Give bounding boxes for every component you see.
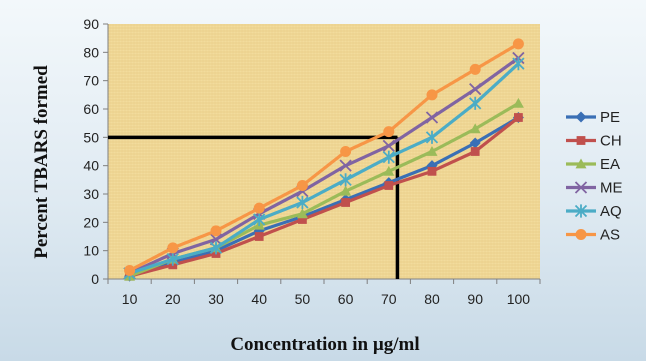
data-point-as (469, 63, 481, 75)
data-point-aq (209, 241, 223, 255)
data-point-aq (253, 212, 266, 227)
series-layer (123, 38, 525, 282)
data-point-aq (512, 57, 525, 71)
y-tick-label: 10 (83, 243, 99, 259)
data-point-pe (469, 137, 481, 149)
data-point-as (210, 225, 222, 237)
legend-marker-me (574, 181, 588, 194)
data-point-as (167, 242, 179, 254)
series-aq (123, 57, 525, 280)
legend-marker-aq (574, 204, 588, 218)
data-point-ch (470, 147, 480, 156)
legend-label-pe: PE (600, 109, 620, 126)
x-tick-label: 20 (165, 291, 181, 307)
legend-marker-as (575, 229, 587, 240)
x-tick-label: 80 (424, 291, 440, 307)
y-axis-title: Percent TBARS formed (31, 65, 52, 259)
x-tick-label: 100 (507, 291, 531, 307)
legend-item-as: AS (566, 227, 620, 244)
legend-item-aq: AQ (566, 203, 622, 220)
data-point-as (383, 126, 395, 138)
x-axis-title: Concentration in µg/ml (230, 334, 420, 355)
legend-label-ch: CH (600, 133, 622, 150)
y-axis-title-wrap: Percent TBARS formed (22, 22, 62, 302)
y-tick-label: 30 (83, 186, 99, 202)
data-point-ch (341, 198, 350, 207)
series-as (124, 38, 524, 276)
x-tick-label: 30 (208, 291, 224, 307)
series-line-me (128, 56, 520, 275)
data-point-ea (383, 165, 395, 176)
data-point-me (425, 111, 439, 124)
y-tick-label: 0 (91, 271, 99, 287)
series-line-ch (129, 116, 520, 278)
y-tick-label: 50 (83, 129, 99, 145)
legend-item-ch: CH (566, 133, 622, 150)
x-tick-label: 50 (295, 291, 311, 307)
data-point-me (339, 159, 352, 172)
data-point-ch (514, 113, 523, 122)
data-point-as (253, 202, 265, 214)
legend-item-pe: PE (566, 109, 620, 126)
data-point-ea (340, 185, 352, 196)
series-line-as (128, 42, 520, 272)
data-point-as (124, 265, 136, 276)
y-tick-label: 20 (83, 214, 99, 230)
data-point-aq (339, 173, 352, 187)
legend-item-ea: EA (566, 156, 620, 173)
data-point-aq (382, 150, 395, 164)
x-tick-label: 90 (467, 291, 483, 307)
data-point-me (469, 83, 482, 96)
legend-item-me: ME (566, 180, 623, 197)
legend-label-me: ME (600, 180, 623, 197)
x-tick-label: 40 (251, 291, 267, 307)
x-tick-label: 10 (122, 291, 138, 307)
x-tick-label: 70 (381, 291, 397, 307)
data-point-ch (384, 181, 394, 190)
y-tick-label: 90 (83, 16, 99, 32)
legend-marker-pe (575, 111, 587, 123)
data-point-aq (425, 130, 439, 144)
data-point-aq (296, 195, 309, 210)
legend-label-as: AS (600, 227, 620, 244)
data-point-aq (469, 96, 482, 110)
data-point-ea (512, 97, 524, 108)
data-point-aq (166, 252, 179, 266)
series-line-aq (129, 62, 520, 275)
legend-marker-ea (575, 158, 587, 169)
axes: 0 10 20 30 40 50 60 70 80 90 10 20 30 40 50 60 70 80 90 100 (83, 16, 541, 307)
legend-marker-ch (576, 136, 586, 145)
legend-label-ea: EA (600, 156, 620, 173)
data-point-ea (426, 146, 438, 156)
data-point-me (382, 139, 395, 152)
series-line-pe (129, 116, 520, 278)
data-point-ea (296, 208, 308, 219)
y-tick-label: 60 (83, 101, 99, 117)
y-tick-label: 70 (83, 73, 99, 89)
data-point-ch (298, 215, 307, 224)
data-point-ea (469, 123, 481, 134)
plot-area (108, 24, 540, 279)
data-point-as (296, 180, 308, 191)
y-tick-label: 40 (83, 158, 99, 174)
y-tick-label: 80 (83, 44, 99, 60)
data-point-ch (427, 166, 437, 176)
reference-lines (108, 135, 400, 279)
data-point-as (340, 146, 352, 157)
data-point-as (512, 38, 524, 50)
x-tick-label: 60 (338, 291, 354, 307)
legend-label-aq: AQ (600, 203, 622, 220)
data-point-ch (254, 232, 264, 241)
legend: PE CH EA ME AQ AS (566, 109, 623, 244)
data-point-as (426, 89, 438, 101)
